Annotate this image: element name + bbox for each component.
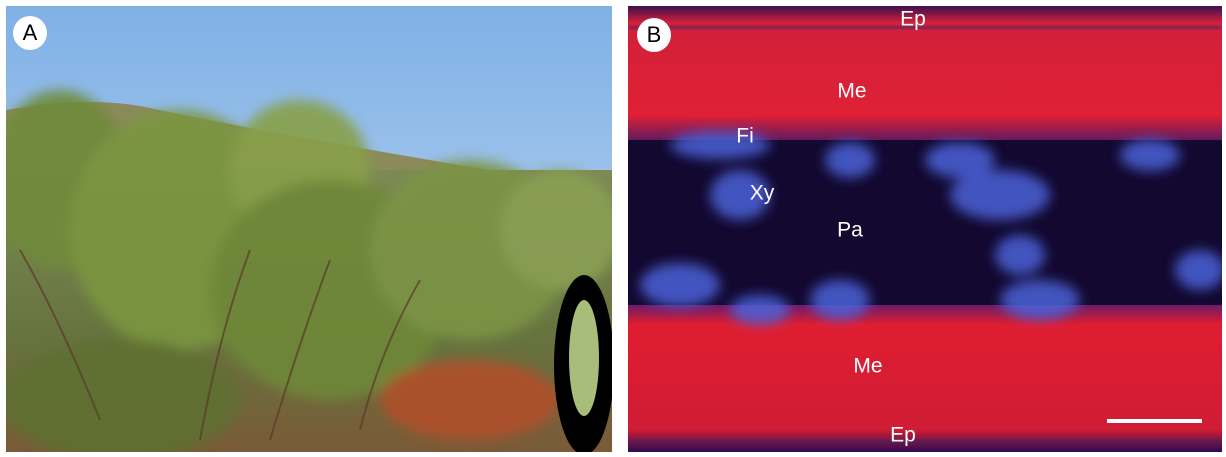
panel-label: B	[647, 22, 662, 47]
figure: A B Ep Me Fi Xy Pa Me Ep	[0, 0, 1226, 457]
annotation: Pa	[837, 219, 863, 242]
annotation: Fi	[736, 125, 754, 148]
panel-b-photo	[628, 6, 1225, 452]
panel-label: A	[23, 20, 38, 45]
annotation: Me	[837, 80, 866, 103]
annotation: Xy	[750, 182, 775, 205]
annotation: Ep	[900, 8, 926, 31]
annotation: Ep	[890, 424, 916, 447]
annotation: Me	[853, 355, 882, 378]
panel-a-photo	[0, 6, 620, 457]
